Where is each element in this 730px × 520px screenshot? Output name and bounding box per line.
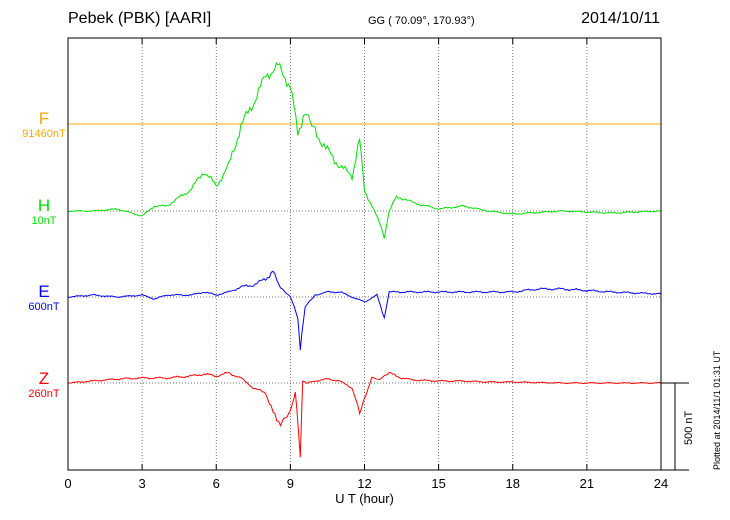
x-tick-label-4: 12 — [357, 476, 371, 491]
component-scale-z: 260nT — [28, 388, 60, 400]
series-line-h — [67, 62, 662, 239]
x-tick-label-6: 18 — [506, 476, 520, 491]
component-scale-e: 600nT — [28, 301, 60, 313]
component-name-z: Z — [38, 369, 50, 388]
x-tick-label-0: 0 — [64, 476, 71, 491]
scale-bar-label: 500 nT — [683, 410, 695, 445]
x-tick-label-3: 9 — [287, 476, 294, 491]
component-label-h: H 10nT — [14, 197, 74, 228]
x-tick-label-7: 21 — [580, 476, 594, 491]
plot-credit: Plotted at 2014/11/1 01:31 UT — [712, 350, 722, 470]
x-tick-label-1: 3 — [139, 476, 146, 491]
component-label-z: Z 260nT — [14, 370, 74, 401]
component-name-e: E — [38, 282, 50, 301]
x-tick-label-8: 24 — [654, 476, 668, 491]
component-label-f: F 91460nT — [14, 110, 74, 141]
x-tick-label-2: 6 — [213, 476, 220, 491]
component-scale-h: 10nT — [31, 215, 57, 227]
x-axis-label: U T (hour) — [335, 491, 394, 506]
series-line-e — [67, 270, 662, 351]
component-label-e: E 600nT — [14, 283, 74, 314]
component-scale-f: 91460nT — [22, 128, 66, 140]
plot-date: 2014/10/11 — [581, 10, 660, 27]
geo-coordinates: GG ( 70.09°, 170.93°) — [368, 15, 475, 27]
component-name-f: F — [38, 109, 50, 128]
station-title: Pebek (PBK) [AARI] — [68, 10, 212, 27]
component-name-h: H — [37, 196, 51, 215]
series-line-z — [67, 371, 662, 458]
x-tick-label-5: 15 — [431, 476, 445, 491]
